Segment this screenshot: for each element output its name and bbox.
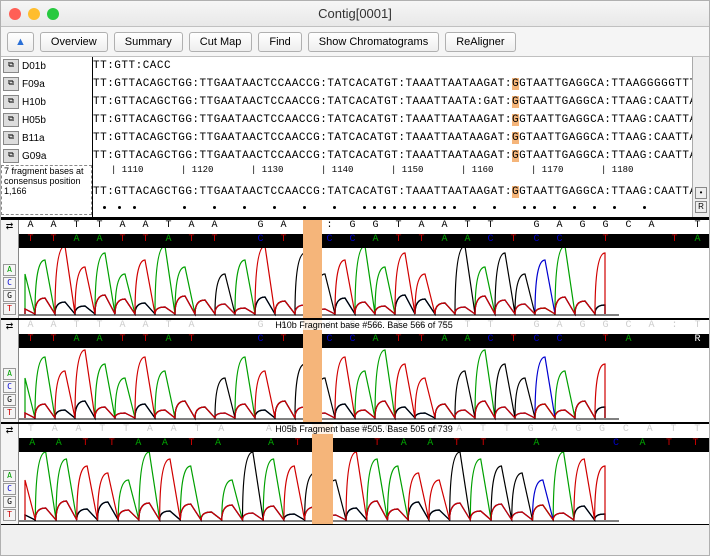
sequence-row: TT:GTTACAGCTGG:TTGAATAACTCCAACCG:TATCACA… [93,75,692,93]
alignment-row-label[interactable]: ⧉G09a [1,147,92,165]
sequence-row: TT:GTTACAGCTGG:TTGAATAACTCCAACCG:TATCACA… [93,111,692,129]
titlebar: Contig[0001] [1,1,709,27]
fragment-icon: ⧉ [3,59,19,73]
alignment-row-label[interactable]: ⧉H10b [1,93,92,111]
fragment-name: F09a [22,79,45,90]
base-toggle-c[interactable]: C [3,277,16,289]
trace-arrows-icon[interactable]: ⇄ [6,322,14,331]
base-toggle-t[interactable]: T [3,303,16,315]
position-ruler: | 1110| 1120| 1130| 1140| 1150| 1160| 11… [93,165,692,183]
chromatogram-pane: ⇄ACGTAATTAATAAGAT:GGTAATTGAGGCATTTAATTAT… [1,219,709,525]
panel-label: H05b Fragment base #505. Base 505 of 739 [19,424,709,434]
alignment-row-label[interactable]: ⧉H05b [1,111,92,129]
scroll-r-icon[interactable]: R [695,201,707,213]
chromatogram-view[interactable]: AATTAATAAGAT:GGTAATTGAGGCATTTAATTATTCTAC… [19,220,709,318]
base-toggle-g[interactable]: G [3,496,16,508]
toolbar: ▲ Overview Summary Cut Map Find Show Chr… [1,27,709,57]
fragment-name: H05b [22,115,46,126]
overview-button[interactable]: Overview [40,32,108,52]
panel-label: H10b Fragment base #566. Base 566 of 755 [19,320,709,330]
consensus-label: 7 fragment bases at consensus position 1… [1,165,92,215]
alignment-row-label[interactable]: ⧉F09a [1,75,92,93]
alignment-pane: ⧉D01b⧉F09a⧉H10b⧉H05b⧉B11a⧉G09a7 fragment… [1,57,709,219]
variant-dots [93,201,692,215]
up-button[interactable]: ▲ [7,32,34,52]
fragment-icon: ⧉ [3,149,19,163]
called-bases: AATTAATAGATGGTAATTGAGGCATT [19,438,709,452]
called-bases: TTAATTATCTACCATTAACTCCGTAR [19,334,709,348]
scroll-dot-icon[interactable]: • [695,187,707,199]
show-chromatograms-button[interactable]: Show Chromatograms [308,32,439,52]
fragment-name: D01b [22,61,46,72]
chromatogram-panel: ⇄ACGTH05b Fragment base #505. Base 505 o… [1,423,709,525]
base-toggle-a[interactable]: A [3,264,16,276]
window-controls [9,8,59,20]
alignment-row-labels: ⧉D01b⧉F09a⧉H10b⧉H05b⧉B11a⧉G09a7 fragment… [1,57,93,217]
cut-map-button[interactable]: Cut Map [189,32,253,52]
chromatogram-controls: ⇄ ACGT [1,424,19,524]
window-title: Contig[0001] [1,6,709,21]
fragment-name: G09a [22,151,46,162]
chromatogram-controls: ⇄ ACGT [1,320,19,422]
consensus-sequence: TT:GTTACAGCTGG:TTGAATAACTCCAACCG:TATCACA… [93,183,692,201]
highlight-column [303,220,323,318]
highlight-column [303,320,323,422]
base-toggle-g[interactable]: G [3,394,16,406]
find-button[interactable]: Find [258,32,301,52]
called-bases: TTAATTATTCTACCATTAACTCCGTTA [19,234,709,248]
highlight-column [312,424,333,524]
alignment-row-label[interactable]: ⧉D01b [1,57,92,75]
base-toggle-c[interactable]: C [3,483,16,495]
zoom-icon[interactable] [47,8,59,20]
fragment-name: B11a [22,133,45,144]
chromatogram-panel: ⇄ACGTH10b Fragment base #566. Base 566 o… [1,319,709,423]
alignment-scroll-controls: • R [692,57,709,217]
chromatogram-view[interactable]: H10b Fragment base #566. Base 566 of 755… [19,320,709,422]
base-toggle-a[interactable]: A [3,470,16,482]
fragment-icon: ⧉ [3,131,19,145]
base-toggle-t[interactable]: T [3,509,16,521]
chromatogram-controls: ⇄ ACGT [1,220,19,318]
fragment-icon: ⧉ [3,77,19,91]
fragment-icon: ⧉ [3,113,19,127]
realigner-button[interactable]: ReAligner [445,32,515,52]
sequence-row: TT:GTTACAGCTGG:TTGAATAACTCCAACCG:TATCACA… [93,93,692,111]
trace-arrows-icon[interactable]: ⇄ [6,222,14,231]
close-icon[interactable] [9,8,21,20]
reference-bases: AATTAATAAGAT:GGTAATTGAGGCAT [19,220,709,234]
chromatogram-panel: ⇄ACGTAATTAATAAGAT:GGTAATTGAGGCATTTAATTAT… [1,219,709,319]
base-toggle-c[interactable]: C [3,381,16,393]
base-toggle-g[interactable]: G [3,290,16,302]
fragment-icon: ⧉ [3,95,19,109]
base-toggle-a[interactable]: A [3,368,16,380]
alignment-row-label[interactable]: ⧉B11a [1,129,92,147]
sequence-row: TT:GTT:CACC [93,57,692,75]
minimize-icon[interactable] [28,8,40,20]
trace-arrows-icon[interactable]: ⇄ [6,426,14,435]
alignment-sequences[interactable]: TT:GTT:CACCTT:GTTACAGCTGG:TTGAATAACTCCAA… [93,57,692,217]
fragment-name: H10b [22,97,46,108]
base-toggle-t[interactable]: T [3,407,16,419]
sequence-row: TT:GTTACAGCTGG:TTGAATAACTCCAACCG:TATCACA… [93,129,692,147]
sequence-row: TT:GTTACAGCTGG:TTGAATAACTCCAACCG:TATCACA… [93,147,692,165]
summary-button[interactable]: Summary [114,32,183,52]
chromatogram-view[interactable]: H05b Fragment base #505. Base 505 of 739… [19,424,709,524]
